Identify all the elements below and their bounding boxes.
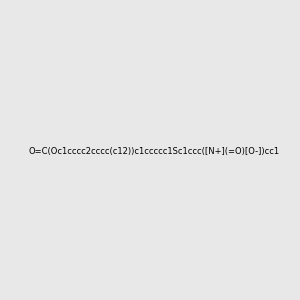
Text: O=C(Oc1cccc2cccc(c12))c1ccccc1Sc1ccc([N+](=O)[O-])cc1: O=C(Oc1cccc2cccc(c12))c1ccccc1Sc1ccc([N+… [28,147,279,156]
